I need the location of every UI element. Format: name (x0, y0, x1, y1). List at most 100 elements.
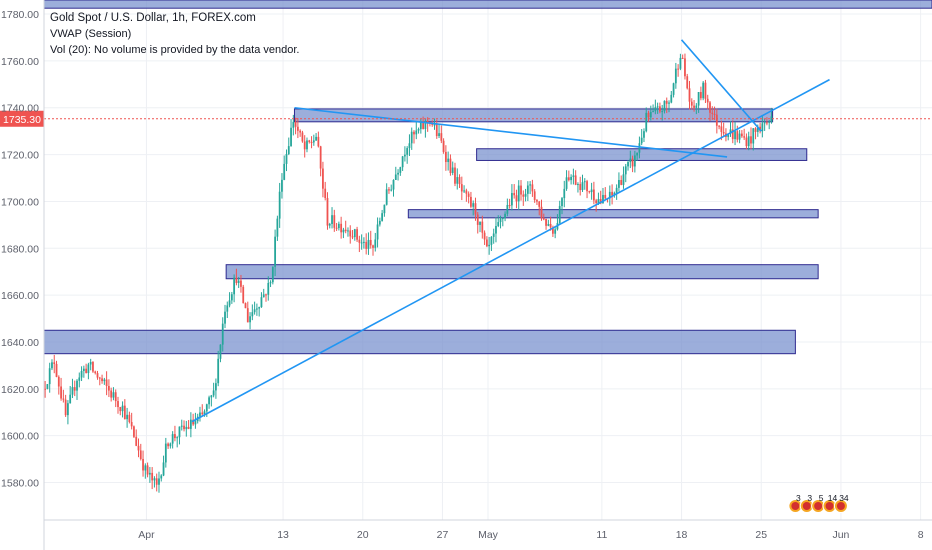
candle-body (688, 88, 691, 102)
candle-body (674, 68, 677, 84)
candle-body (467, 193, 470, 197)
candle-body (360, 242, 363, 244)
candle-body (551, 227, 554, 234)
candle-body (363, 241, 365, 243)
candle-body (417, 129, 420, 131)
candle-body (326, 198, 329, 226)
candle-body (501, 218, 504, 220)
symbol-title[interactable]: Gold Spot / U.S. Dollar, 1h, FOREX.com (50, 12, 256, 24)
candle-body (638, 143, 641, 153)
candle-body (62, 398, 65, 400)
candle-body (356, 229, 358, 240)
sr-zone (225, 264, 819, 280)
y-tick-label: 1720.00 (1, 150, 39, 162)
candle-body (271, 266, 274, 283)
candle-body (422, 122, 425, 129)
candle-body (249, 316, 251, 323)
candle-body (137, 445, 140, 451)
candle-body (296, 126, 299, 131)
candle-body (488, 244, 491, 247)
candle-body (602, 194, 604, 204)
event-count-label: 5 (819, 493, 824, 503)
candle-body (554, 229, 557, 234)
candle-body (319, 146, 322, 169)
candle-body (659, 106, 661, 112)
candle-body (438, 133, 440, 137)
candle-body (545, 218, 547, 226)
candle-body (217, 358, 220, 384)
candle-body (454, 167, 456, 184)
candle-body (511, 193, 513, 206)
candle-body (205, 404, 208, 412)
candle-body (107, 385, 110, 391)
candle-body (344, 229, 347, 232)
candle-body (383, 204, 386, 214)
candle-body (542, 218, 545, 220)
candle-body (176, 437, 179, 439)
candle-body (117, 401, 119, 408)
candle-body (431, 123, 434, 125)
y-tick-label: 1760.00 (1, 56, 39, 68)
candle-body (114, 392, 117, 402)
candle-body (82, 368, 85, 371)
candle-body (652, 111, 654, 113)
candle-body (620, 179, 623, 185)
candle-body (567, 177, 570, 181)
x-tick-label: 11 (596, 529, 607, 541)
candle-body (677, 68, 680, 70)
candle-body (237, 280, 240, 283)
candle-body (720, 126, 723, 132)
candle-body (317, 136, 320, 147)
event-count-label: 14 (828, 493, 838, 503)
candle-body (287, 146, 290, 155)
y-tick-label: 1780.00 (1, 9, 39, 21)
candle-body (633, 155, 636, 167)
candle-body (526, 185, 529, 194)
candle-body (265, 294, 267, 296)
candle-body (754, 128, 757, 132)
candle-body (743, 136, 746, 138)
candle-body (517, 185, 520, 202)
candle-body (244, 303, 247, 309)
candle-body (590, 189, 593, 193)
event-flag-inner (791, 502, 800, 510)
candle-body (697, 92, 700, 106)
candle-body (611, 191, 613, 196)
candle-body (367, 239, 370, 249)
candle-body (449, 158, 452, 174)
candle-body (67, 403, 69, 416)
candle-body (649, 112, 652, 118)
current-price-label: 1735.30 (3, 114, 41, 126)
candle-body (224, 311, 226, 324)
candle-body (73, 387, 76, 391)
candle-body (253, 309, 256, 313)
candle-body (260, 297, 263, 308)
candle-body (194, 421, 197, 425)
candle-body (734, 131, 736, 140)
candle-body (715, 114, 718, 126)
candle-body (483, 232, 486, 240)
candle-body (119, 407, 122, 412)
candle-body (208, 397, 210, 405)
candle-body (736, 131, 739, 140)
candle-body (563, 188, 566, 199)
candle-body (353, 229, 356, 238)
candle-body (135, 436, 138, 446)
candle-body (440, 133, 443, 141)
candle-body (388, 189, 390, 191)
candle-body (281, 179, 283, 192)
candle-body (103, 379, 106, 382)
vwap-indicator-label[interactable]: VWAP (Session) (50, 28, 132, 40)
candle-body (513, 193, 516, 196)
candle-body (538, 201, 541, 207)
candle-body (48, 368, 51, 385)
volume-indicator-label[interactable]: Vol (20): No volume is provided by the d… (50, 44, 300, 56)
candle-body (456, 177, 459, 184)
candle-body (577, 184, 579, 186)
candle-body (581, 182, 584, 191)
candle-body (640, 137, 643, 144)
candle-body (419, 122, 422, 130)
candle-body (44, 388, 47, 390)
